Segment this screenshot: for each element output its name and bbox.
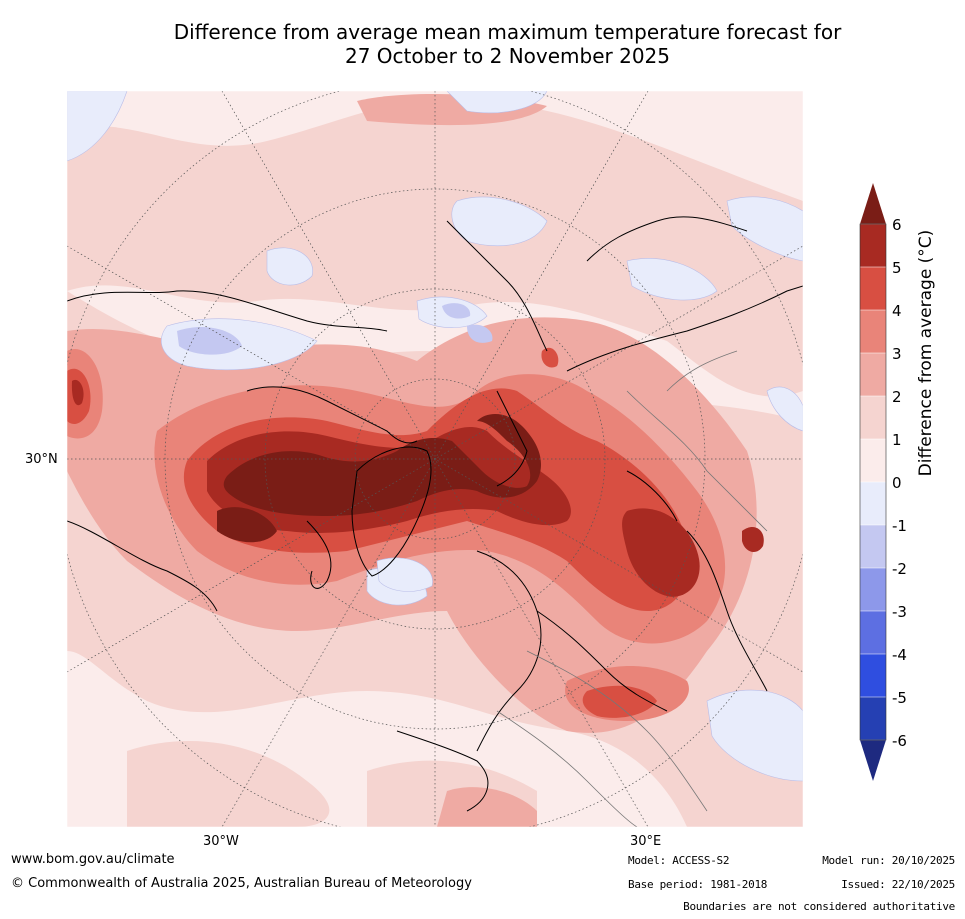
lat-label-30n: 30°N — [25, 452, 58, 467]
disclaimer: Boundaries are not considered authoritat… — [683, 900, 955, 913]
colorbar-tick-label: -2 — [892, 560, 907, 578]
colorbar-tick-label: 5 — [892, 259, 902, 277]
colorbar-band-0_1 — [860, 439, 886, 482]
model-name: Model: ACCESS-S2 — [628, 854, 730, 867]
lon-label-30e: 30°E — [630, 834, 662, 849]
website-link[interactable]: www.bom.gov.au/climate — [11, 852, 175, 867]
colorbar-tick-label: -4 — [892, 646, 907, 664]
title-line-2: 27 October to 2 November 2025 — [344, 44, 671, 68]
colorbar-band-m4_m3 — [860, 611, 886, 654]
colorbar-band-3_4 — [860, 310, 886, 353]
colorbar-band-m3_m2 — [860, 568, 886, 611]
colorbar-extend-low — [860, 740, 886, 781]
band-minus2-minus1 — [177, 303, 493, 355]
colorbar-band-4_5 — [860, 267, 886, 310]
colorbar-outline — [859, 223, 887, 741]
copyright: © Commonwealth of Australia 2025, Austra… — [11, 876, 472, 891]
band-above-6 — [217, 414, 542, 543]
colorbar-tick-label: 6 — [892, 216, 902, 234]
colorbar-extend-high — [860, 183, 886, 224]
colorbar-tick-label: -6 — [892, 732, 907, 750]
colorbar-tick-label: 2 — [892, 388, 902, 406]
colorbar: 6 5 4 3 2 1 0 -1 -2 -3 -4 -5 -6 — [859, 183, 907, 781]
base-period: Base period: 1981-2018 — [628, 878, 768, 891]
colorbar-tick-label: 0 — [892, 474, 902, 492]
colorbar-bands — [860, 224, 886, 740]
issued-date: Issued: 22/10/2025 — [841, 878, 955, 891]
chart-title: Difference from average mean maximum tem… — [0, 20, 965, 68]
colorbar-tick-label: 3 — [892, 345, 902, 363]
colorbar-band-5_6 — [860, 224, 886, 267]
colorbar-ticks: 6 5 4 3 2 1 0 -1 -2 -3 -4 -5 -6 — [859, 216, 907, 750]
colorbar-band-m6_m5 — [860, 697, 886, 740]
coastlines — [67, 216, 803, 812]
colorbar-band-2_3 — [860, 353, 886, 396]
colorbar-tick-label: -3 — [892, 603, 907, 621]
graticule — [67, 91, 803, 827]
colorbar-tick-label: 1 — [892, 431, 902, 449]
colorbar-tick-label: -1 — [892, 517, 907, 535]
temperature-anomaly-map — [67, 91, 803, 827]
colorbar-band-1_2 — [860, 396, 886, 439]
colorbar-band-m2_m1 — [860, 525, 886, 568]
colorbar-band-m5_m4 — [860, 654, 886, 697]
title-line-1: Difference from average mean maximum tem… — [173, 20, 842, 44]
country-borders — [496, 350, 768, 827]
colorbar-label: Difference from average (°C) — [916, 229, 936, 477]
colorbar-tick-label: -5 — [892, 689, 907, 707]
colorbar-band-m1_0 — [860, 482, 886, 525]
colorbar-tick-label: 4 — [892, 302, 902, 320]
model-run: Model run: 20/10/2025 — [822, 854, 955, 867]
lon-label-30w: 30°W — [203, 834, 239, 849]
